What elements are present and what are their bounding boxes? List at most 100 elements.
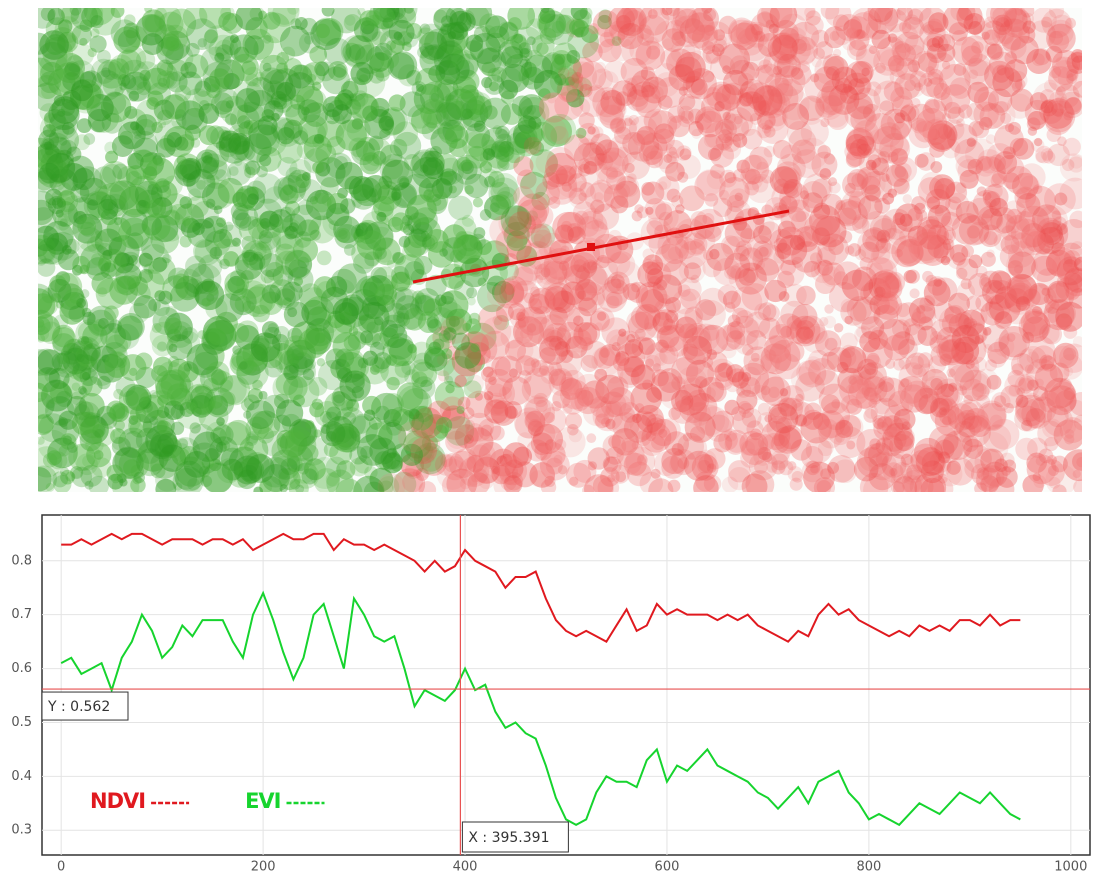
map-texture — [776, 226, 806, 256]
map-texture — [566, 307, 593, 333]
map-texture — [448, 275, 464, 291]
map-texture — [934, 206, 944, 217]
map-texture — [404, 461, 422, 479]
map-texture — [500, 103, 523, 125]
map-texture — [1059, 177, 1082, 210]
map-texture — [539, 361, 555, 376]
map-texture — [161, 94, 187, 120]
map-texture — [821, 401, 851, 431]
map-texture — [899, 213, 913, 227]
map-texture — [1004, 59, 1028, 83]
map-texture — [816, 479, 832, 492]
map-texture — [746, 235, 774, 263]
map-texture — [825, 8, 852, 28]
map-texture — [1064, 429, 1075, 439]
map-texture — [501, 215, 527, 242]
map-texture — [669, 8, 687, 27]
map-texture — [253, 486, 264, 492]
map-texture — [725, 429, 749, 453]
map-texture — [403, 8, 414, 14]
map-texture — [221, 458, 244, 481]
map-texture — [976, 467, 990, 480]
map-texture — [677, 432, 705, 460]
map-texture — [796, 360, 821, 385]
map-texture — [379, 144, 403, 168]
map-texture — [644, 354, 661, 371]
map-texture — [573, 322, 598, 347]
map-texture — [98, 317, 109, 329]
map-texture — [655, 203, 673, 221]
map-texture — [866, 352, 880, 366]
map-texture — [348, 413, 378, 444]
map-texture — [461, 161, 474, 175]
plot-frame — [41, 514, 1091, 856]
map-texture — [198, 100, 210, 111]
map-texture — [445, 93, 455, 103]
map-texture — [587, 84, 606, 103]
map-texture — [744, 311, 771, 338]
map-texture — [804, 8, 816, 19]
map-texture — [353, 475, 385, 492]
map-texture — [132, 475, 142, 485]
map-texture — [122, 390, 139, 407]
map-texture — [626, 461, 652, 487]
map-texture — [478, 473, 495, 489]
map-texture — [455, 59, 475, 79]
map-texture — [504, 471, 524, 491]
map-texture — [749, 146, 773, 170]
map-texture — [1043, 306, 1060, 323]
map-texture — [951, 324, 980, 353]
map-texture — [93, 319, 106, 332]
map-texture — [916, 219, 947, 250]
map-texture — [286, 456, 303, 472]
map-texture — [855, 29, 866, 40]
map-texture — [129, 302, 150, 323]
map-texture — [220, 379, 233, 392]
map-texture — [509, 308, 530, 329]
map-texture — [174, 325, 188, 340]
map-texture — [551, 401, 562, 412]
map-texture — [119, 184, 151, 216]
map-texture — [648, 79, 659, 90]
map-texture — [715, 34, 727, 46]
map-texture — [1000, 8, 1032, 38]
map-texture — [679, 18, 706, 44]
map-texture — [610, 464, 630, 484]
map-texture — [755, 258, 779, 282]
map-texture — [898, 357, 911, 370]
map-texture — [336, 228, 351, 243]
map-texture — [157, 119, 167, 129]
map-texture — [764, 349, 777, 362]
map-texture — [910, 229, 942, 262]
map-texture — [247, 193, 259, 205]
map-texture — [590, 199, 605, 214]
map-texture — [862, 103, 881, 122]
map-texture — [360, 445, 373, 459]
map-texture — [749, 112, 762, 125]
map-texture — [100, 323, 127, 350]
map-texture — [351, 238, 383, 270]
map-texture — [158, 11, 184, 37]
map-texture — [653, 451, 679, 477]
map-texture — [271, 117, 295, 141]
map-texture — [815, 41, 834, 59]
map-texture — [715, 324, 742, 352]
map-texture — [780, 144, 802, 166]
map-texture — [414, 295, 436, 316]
map-texture — [890, 463, 923, 492]
map-texture — [566, 50, 581, 64]
map-texture — [48, 124, 80, 156]
map-texture — [863, 387, 878, 401]
map-texture — [844, 142, 863, 161]
map-texture — [727, 368, 746, 387]
map-texture — [405, 436, 433, 464]
map-texture — [259, 210, 280, 231]
map-texture — [1063, 325, 1078, 339]
map-texture — [994, 286, 1018, 309]
map-texture — [981, 20, 1007, 46]
map-texture — [557, 276, 568, 286]
map-texture — [859, 361, 887, 390]
map-texture — [690, 211, 708, 228]
map-texture — [771, 460, 786, 475]
map-texture — [873, 291, 903, 320]
